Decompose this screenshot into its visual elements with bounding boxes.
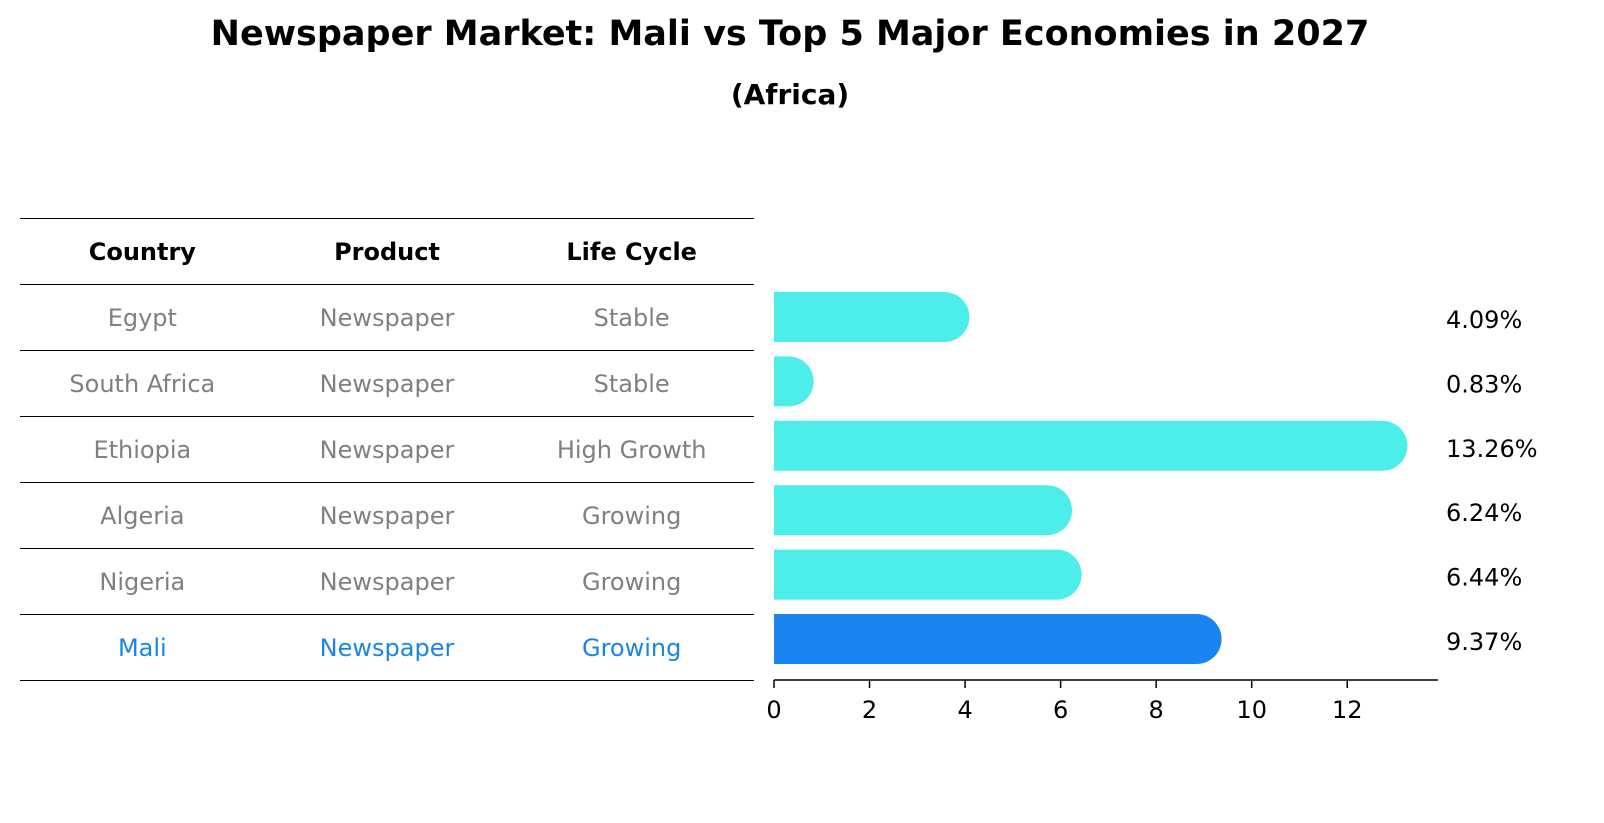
- country-cell: Algeria: [100, 501, 185, 530]
- header-life-cycle: Life Cycle: [566, 237, 697, 266]
- x-tick-label: 6: [1053, 696, 1068, 724]
- x-tick-label: 0: [766, 696, 781, 724]
- bar-south-africa: [774, 356, 814, 407]
- product-cell: Newspaper: [319, 633, 455, 662]
- value-label: 6.44%: [1446, 564, 1522, 592]
- country-cell: South Africa: [69, 369, 216, 398]
- product-cell: Newspaper: [319, 501, 455, 530]
- bar-nigeria: [774, 549, 1082, 600]
- header-product: Product: [334, 237, 440, 266]
- table-row-highlight: Mali Newspaper Growing: [20, 615, 754, 681]
- chart-subtitle: (Africa): [730, 78, 850, 111]
- life-cycle-cell: Growing: [581, 501, 682, 530]
- bar-egypt: [774, 292, 970, 342]
- product-cell: Newspaper: [319, 303, 455, 332]
- country-cell: Mali: [117, 633, 167, 662]
- country-cell: Nigeria: [99, 567, 186, 596]
- value-label: 0.83%: [1446, 370, 1522, 398]
- bar-mali: [774, 614, 1222, 664]
- life-cycle-cell: High Growth: [556, 435, 707, 464]
- life-cycle-cell: Stable: [593, 303, 670, 332]
- x-tick-label: 4: [957, 696, 972, 724]
- country-cell: Egypt: [107, 303, 177, 332]
- value-label: 9.37%: [1446, 628, 1522, 656]
- bar-ethiopia: [774, 420, 1408, 471]
- table-row: South Africa Newspaper Stable: [20, 351, 754, 417]
- x-tick-label: 2: [862, 696, 877, 724]
- table-row: Ethiopia Newspaper High Growth: [20, 417, 754, 483]
- bar-algeria: [774, 485, 1073, 536]
- country-table: Country Product Life Cycle Egypt Newspap…: [20, 218, 754, 681]
- product-cell: Newspaper: [319, 435, 455, 464]
- value-label: 6.24%: [1446, 499, 1522, 527]
- table-header-row: Country Product Life Cycle: [20, 219, 754, 285]
- table-row: Egypt Newspaper Stable: [20, 285, 754, 351]
- product-cell: Newspaper: [319, 369, 455, 398]
- value-label: 4.09%: [1446, 306, 1522, 334]
- life-cycle-cell: Growing: [581, 633, 682, 662]
- country-cell: Ethiopia: [93, 435, 192, 464]
- product-cell: Newspaper: [319, 567, 455, 596]
- table-row: Nigeria Newspaper Growing: [20, 549, 754, 615]
- value-label: 13.26%: [1446, 435, 1538, 463]
- life-cycle-cell: Growing: [581, 567, 682, 596]
- table-row: Algeria Newspaper Growing: [20, 483, 754, 549]
- header-country: Country: [88, 237, 196, 266]
- x-tick-label: 8: [1149, 696, 1164, 724]
- x-tick-label: 10: [1236, 696, 1267, 724]
- life-cycle-cell: Stable: [593, 369, 670, 398]
- x-tick-label: 12: [1332, 696, 1363, 724]
- chart-title: Newspaper Market: Mali vs Top 5 Major Ec…: [210, 14, 1370, 54]
